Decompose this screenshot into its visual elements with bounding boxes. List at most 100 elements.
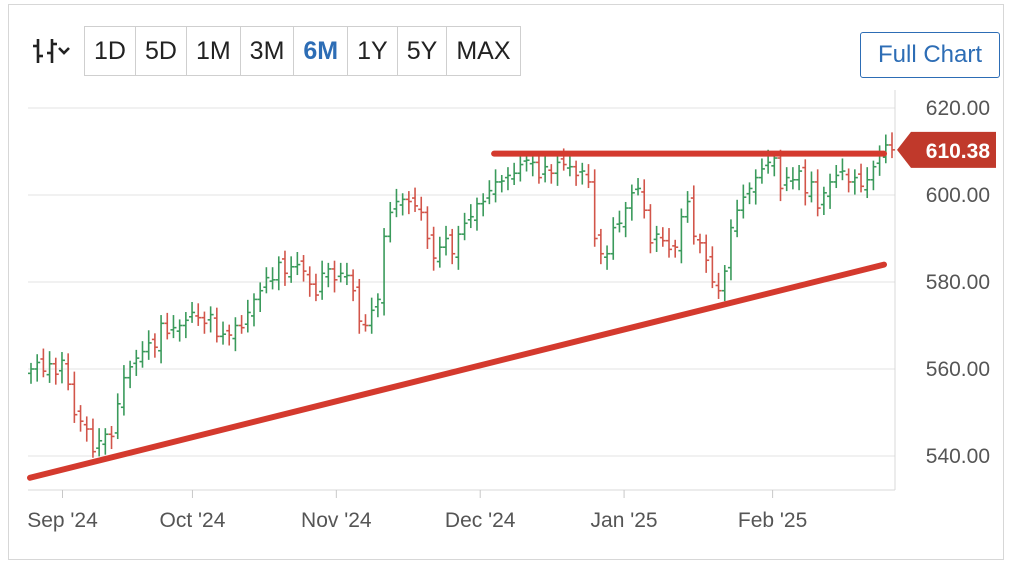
- full-chart-button[interactable]: Full Chart: [860, 32, 1000, 78]
- ohlc-bar: [294, 251, 301, 276]
- last-price-badge: [897, 131, 996, 168]
- ohlc-bar: [585, 164, 592, 189]
- ohlc-bar: [827, 173, 834, 209]
- ohlc-bar: [659, 227, 666, 247]
- ohlc-bar: [232, 317, 239, 352]
- ohlc-bar: [734, 199, 741, 238]
- ohlc-bar: [851, 169, 858, 195]
- ohlc-bar: [58, 352, 65, 384]
- ohlc-bar: [436, 236, 443, 268]
- range-button-6m[interactable]: 6M: [293, 27, 347, 75]
- range-button-5d[interactable]: 5D: [134, 27, 186, 75]
- ohlc-bar: [604, 245, 611, 270]
- ohlc-bar: [715, 272, 722, 299]
- ohlc-bar: [387, 201, 394, 243]
- ohlc-bar: [158, 315, 165, 364]
- y-tick-label: 540.00: [926, 445, 990, 468]
- ohlc-bar: [424, 206, 431, 249]
- ohlc-bar: [889, 132, 895, 159]
- ohlc-bar: [721, 265, 728, 302]
- ohlc-bar: [238, 315, 245, 334]
- ohlc-bar: [666, 228, 673, 258]
- ohlc-bars-icon: [33, 39, 70, 63]
- ohlc-bar: [139, 341, 146, 368]
- ohlc-bar: [28, 362, 34, 384]
- range-button-max[interactable]: MAX: [446, 27, 519, 75]
- ohlc-bar: [77, 405, 84, 432]
- range-button-5y[interactable]: 5Y: [396, 27, 447, 75]
- ohlc-bar: [71, 371, 78, 423]
- ohlc-bar: [281, 250, 288, 286]
- ohlc-bar: [876, 145, 883, 176]
- ohlc-bar: [34, 354, 41, 382]
- ohlc-bar: [758, 158, 765, 184]
- ohlc-bar: [83, 416, 90, 442]
- ohlc-bar: [207, 306, 214, 333]
- ohlc-bar: [833, 164, 840, 189]
- ohlc-bar: [455, 225, 462, 270]
- range-button-1y[interactable]: 1Y: [347, 27, 397, 75]
- ohlc-bar: [628, 184, 635, 221]
- ohlc-bar: [566, 154, 573, 177]
- ohlc-bar: [684, 191, 691, 223]
- ohlc-bar: [523, 154, 530, 172]
- ohlc-bar: [306, 266, 313, 297]
- ohlc-bar: [808, 171, 815, 203]
- ohlc-bar: [672, 239, 679, 258]
- ohlc-bar: [120, 365, 127, 416]
- ohlc-bar: [727, 219, 734, 281]
- chevron-down-icon: [58, 47, 70, 55]
- ohlc-bar: [269, 267, 276, 290]
- ohlc-bar: [480, 193, 487, 217]
- y-tick-label: 560.00: [926, 358, 990, 381]
- ohlc-bar: [312, 273, 319, 302]
- ohlc-bar: [263, 267, 270, 294]
- ohlc-bar: [164, 312, 171, 340]
- ohlc-bar: [145, 330, 152, 360]
- ohlc-bar: [504, 167, 511, 191]
- ohlc-bar: [275, 256, 282, 291]
- ohlc-bar: [839, 158, 846, 181]
- y-tick-label: 620.00: [926, 97, 990, 120]
- ohlc-bar: [814, 169, 821, 217]
- ohlc-bar: [40, 348, 47, 378]
- ohlc-bar: [777, 149, 784, 202]
- ohlc-bar: [250, 293, 257, 327]
- ohlc-bar: [746, 182, 753, 205]
- y-tick-label: 600.00: [926, 184, 990, 207]
- range-button-1d[interactable]: 1D: [94, 36, 126, 65]
- ohlc-bar: [300, 255, 307, 282]
- chart-toolbar: 1D 5D 1M 3M 6M 1Y 5Y MAX: [30, 26, 521, 76]
- ohlc-bar: [381, 228, 388, 316]
- ohlc-bar: [579, 162, 586, 185]
- ohlc-bar: [399, 193, 406, 216]
- range-button-1m[interactable]: 1M: [185, 27, 240, 75]
- ohlc-bar: [573, 160, 580, 186]
- ohlc-bar: [597, 228, 604, 265]
- ohlc-bar: [325, 262, 332, 288]
- ohlc-bar: [498, 174, 505, 193]
- ohlc-bar: [511, 162, 518, 185]
- ohlc-bar: [405, 191, 412, 215]
- ohlc-bar: [319, 260, 326, 300]
- ohlc-bar: [461, 212, 468, 241]
- ohlc-bar: [65, 353, 72, 391]
- ohlc-bar: [492, 169, 499, 203]
- ohlc-bar: [473, 197, 480, 231]
- ohlc-bar: [554, 154, 561, 186]
- ohlc-bar: [696, 233, 703, 254]
- ohlc-bar: [870, 160, 877, 191]
- ohlc-bar: [802, 159, 809, 206]
- range-button-3m[interactable]: 3M: [239, 27, 294, 75]
- ohlc-bar: [182, 312, 189, 339]
- ohlc-bar: [542, 154, 549, 183]
- ohlc-bar: [703, 234, 710, 273]
- chart-type-selector[interactable]: [30, 36, 70, 66]
- ohlc-bar: [374, 293, 381, 318]
- chart-widget: [8, 4, 1004, 560]
- ohlc-bar: [449, 228, 456, 265]
- x-tick-label: Nov '24: [301, 509, 372, 532]
- last-price-label: 610.38: [926, 140, 991, 163]
- ohlc-bar: [96, 428, 103, 457]
- x-tick-label: Dec '24: [445, 509, 516, 532]
